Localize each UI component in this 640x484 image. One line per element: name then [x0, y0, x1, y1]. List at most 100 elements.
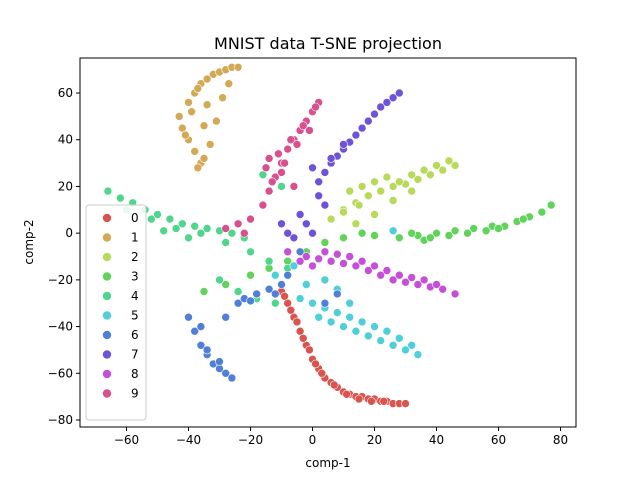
data-point	[326, 214, 336, 224]
data-point	[351, 326, 361, 336]
data-point	[425, 170, 435, 180]
y-tick-label: 60	[58, 86, 73, 100]
y-tick-label: 0	[65, 226, 73, 240]
data-point	[199, 154, 209, 163]
data-point	[382, 266, 392, 275]
x-axis-label: comp-1	[305, 456, 350, 470]
data-point	[401, 399, 410, 408]
legend-label: 8	[131, 367, 139, 381]
data-point	[407, 273, 417, 282]
data-point	[305, 345, 314, 355]
legend-marker	[102, 310, 112, 321]
data-point	[196, 228, 206, 238]
data-point	[246, 270, 255, 280]
data-point	[345, 298, 355, 308]
data-point	[419, 275, 429, 285]
legend-box	[85, 204, 147, 421]
data-point	[376, 102, 386, 112]
data-point	[264, 186, 274, 196]
data-point	[233, 287, 243, 296]
data-point	[537, 207, 547, 217]
legend-label: 5	[131, 309, 139, 323]
data-point	[301, 252, 311, 261]
legend-marker	[102, 349, 112, 360]
data-point	[413, 175, 423, 184]
data-point	[233, 298, 243, 308]
data-point	[215, 275, 224, 285]
data-point	[388, 340, 398, 350]
data-point	[317, 368, 327, 378]
data-point	[332, 249, 342, 259]
data-point	[286, 305, 296, 315]
data-point	[221, 238, 230, 247]
data-point	[339, 207, 348, 217]
x-tick-label: 20	[367, 433, 382, 447]
data-point	[450, 161, 460, 170]
data-point	[289, 261, 299, 271]
legend-marker	[102, 213, 112, 223]
data-point	[363, 116, 373, 126]
legend-label: 1	[131, 231, 139, 245]
data-point	[202, 224, 212, 233]
data-point	[246, 296, 255, 306]
x-tick-label: −20	[238, 433, 263, 447]
y-axis-ticks: −80 −60 −40 −20 0 20 40 60	[48, 86, 80, 427]
data-point	[205, 140, 215, 149]
data-point	[298, 333, 308, 343]
data-point	[264, 256, 274, 266]
data-point	[218, 93, 227, 102]
data-point	[326, 317, 336, 327]
data-point	[314, 254, 324, 264]
data-point	[153, 210, 162, 219]
data-point	[181, 130, 190, 140]
data-point	[283, 247, 293, 257]
data-point	[178, 219, 187, 229]
x-tick-label: 40	[429, 433, 444, 447]
data-point	[351, 219, 361, 229]
data-point	[450, 289, 460, 299]
x-tick-label: −60	[114, 433, 139, 447]
legend-marker	[102, 369, 112, 379]
data-point	[190, 147, 199, 156]
legend-label: 7	[131, 348, 139, 362]
data-point	[382, 172, 392, 182]
data-point	[354, 200, 364, 210]
data-point	[444, 231, 454, 240]
x-tick-label: 80	[553, 433, 568, 447]
data-point	[295, 247, 305, 257]
data-point	[463, 228, 472, 238]
data-point	[184, 312, 193, 322]
data-point	[332, 308, 342, 317]
data-point	[240, 228, 249, 238]
data-point	[264, 154, 274, 163]
series-0	[277, 287, 410, 408]
data-point	[394, 270, 404, 280]
y-tick-label: −20	[48, 273, 73, 287]
data-point	[184, 233, 193, 243]
data-point	[388, 226, 398, 236]
data-point	[103, 186, 113, 196]
data-point	[301, 219, 311, 229]
series-7	[277, 88, 404, 243]
data-point	[370, 109, 379, 119]
legend-marker	[102, 271, 112, 282]
data-point	[345, 186, 355, 196]
series-9	[221, 98, 324, 238]
data-point	[351, 130, 361, 140]
data-point	[295, 256, 305, 266]
data-point	[326, 154, 336, 163]
data-point	[357, 228, 367, 238]
points-layer	[103, 63, 556, 408]
data-point	[295, 210, 305, 219]
legend-marker	[102, 388, 112, 399]
data-point	[413, 280, 423, 289]
data-point	[345, 252, 355, 261]
series-8	[283, 247, 460, 299]
data-point	[407, 340, 417, 350]
data-point	[339, 140, 348, 149]
data-point	[320, 168, 330, 177]
data-point	[481, 226, 491, 236]
legend-label: 4	[131, 289, 139, 303]
data-point	[351, 261, 361, 271]
data-point	[159, 226, 168, 236]
